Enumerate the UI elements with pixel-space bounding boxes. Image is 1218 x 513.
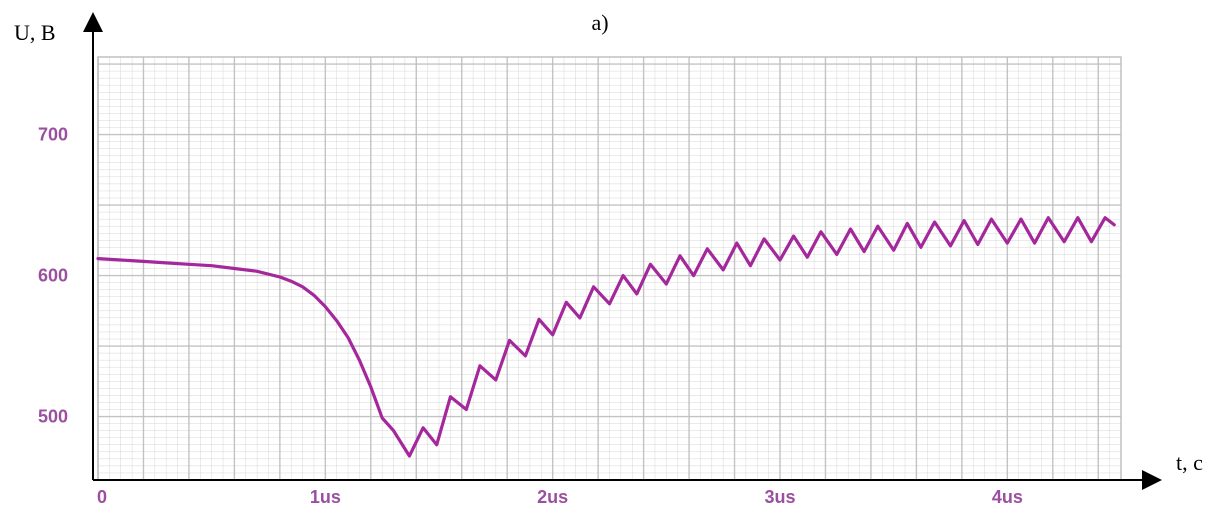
y-tick-label: 500 xyxy=(38,407,68,427)
x-tick-label: 0 xyxy=(97,487,107,507)
y-tick-labels: 500 600 700 xyxy=(38,125,68,427)
x-axis-label: t, c xyxy=(1176,450,1203,475)
x-tick-label: 1us xyxy=(310,487,341,507)
major-grid xyxy=(97,56,1122,481)
series-line-0 xyxy=(96,216,1116,458)
y-tick-label: 700 xyxy=(38,125,68,145)
series-line-group xyxy=(96,216,1116,458)
chart-title: a) xyxy=(591,10,608,35)
minor-grid xyxy=(98,56,1122,480)
x-tick-label: 2us xyxy=(537,487,568,507)
x-tick-label: 4us xyxy=(992,487,1023,507)
y-axis-label: U, B xyxy=(14,20,56,45)
y-tick-label: 600 xyxy=(38,266,68,286)
x-tick-labels: 0 1us 2us 3us 4us xyxy=(97,487,1023,507)
x-tick-label: 3us xyxy=(764,487,795,507)
